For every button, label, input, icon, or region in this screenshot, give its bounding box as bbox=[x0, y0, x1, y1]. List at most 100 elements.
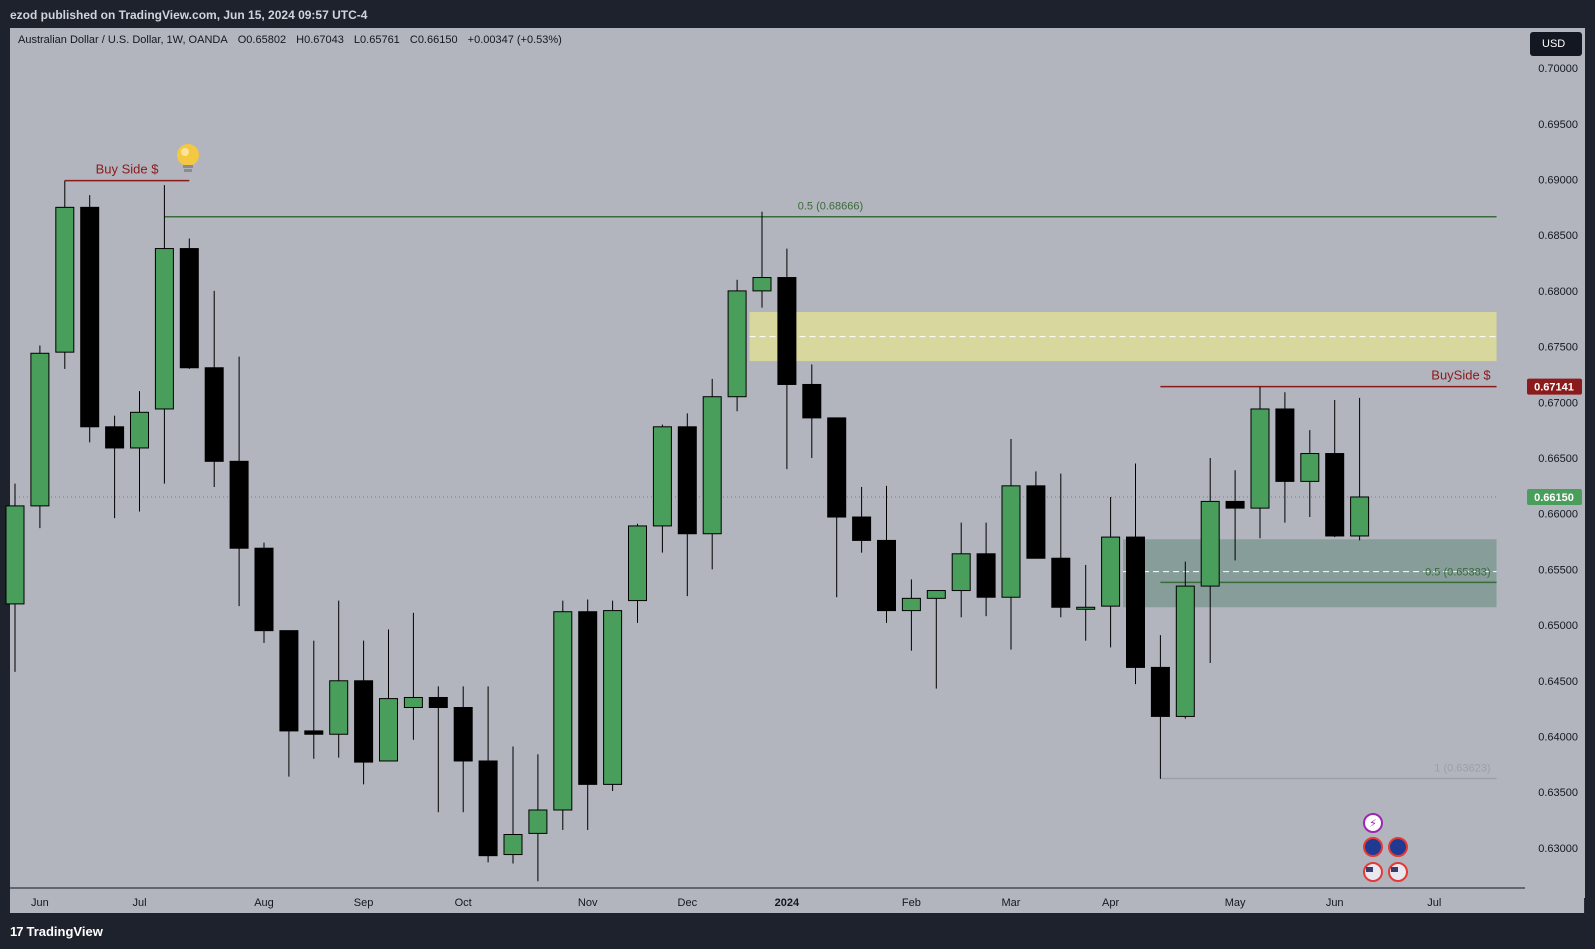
candle-body bbox=[179, 248, 199, 369]
candle-body bbox=[1150, 666, 1170, 717]
candle-body bbox=[877, 539, 896, 612]
symbol-name: Australian Dollar / U.S. Dollar, 1W, OAN… bbox=[18, 34, 228, 46]
time-tick-label: Jul bbox=[1427, 897, 1441, 909]
price-tick-label: 0.63500 bbox=[1538, 787, 1578, 799]
annotation-label: 0.5 (0.65383) bbox=[1425, 566, 1490, 578]
time-tick-label: Apr bbox=[1102, 897, 1119, 909]
annotation-label: 1 (0.63623) bbox=[1434, 762, 1490, 774]
candle-body bbox=[628, 525, 647, 602]
zones-layer bbox=[749, 312, 1497, 608]
us-flag-event-icon[interactable] bbox=[1388, 862, 1408, 882]
candle-body bbox=[329, 680, 349, 735]
ohlc-open: O0.65802 bbox=[237, 34, 287, 46]
candle-body bbox=[503, 834, 523, 856]
annotation-label: Buy Side $ bbox=[96, 162, 160, 177]
time-tick-label: Sep bbox=[354, 897, 374, 909]
time-tick-label: May bbox=[1225, 897, 1246, 909]
time-tick-label: Dec bbox=[678, 897, 698, 909]
price-tick-label: 0.66000 bbox=[1538, 509, 1578, 521]
candle-body bbox=[304, 730, 324, 735]
price-tick-label: 0.69500 bbox=[1538, 119, 1578, 131]
lightning-event-icon[interactable]: ⚡ bbox=[1363, 813, 1383, 833]
ohlc-low: L0.65761 bbox=[353, 34, 400, 46]
candle-body bbox=[1250, 408, 1270, 509]
publish-header: ezod published on TradingView.com, Jun 1… bbox=[0, 0, 1595, 28]
published-text: ezod published on TradingView.com, Jun 1… bbox=[10, 8, 368, 22]
au-flag-event-icon[interactable] bbox=[1363, 837, 1383, 857]
annotation-label: 0.5 (0.68666) bbox=[798, 201, 863, 213]
price-badge bbox=[1527, 488, 1582, 505]
candle-body bbox=[1225, 500, 1245, 509]
candle-body bbox=[1026, 485, 1046, 559]
tradingview-brand[interactable]: 17 TradingView bbox=[10, 924, 103, 939]
chart-pane[interactable] bbox=[10, 28, 1585, 913]
event-icons[interactable]: ⚡ bbox=[1363, 813, 1408, 882]
candle-body bbox=[802, 383, 822, 419]
annotation-lines-layer bbox=[15, 179, 1497, 780]
price-axis-bg bbox=[1525, 28, 1585, 898]
time-tick-label: Jun bbox=[31, 897, 49, 909]
symbol-legend: Australian Dollar / U.S. Dollar, 1W, OAN… bbox=[18, 34, 569, 46]
currency-button[interactable]: USD bbox=[1530, 32, 1582, 56]
candle-body bbox=[578, 611, 598, 785]
price-badge-label: 0.67141 bbox=[1534, 382, 1574, 394]
price-tick-label: 0.67500 bbox=[1538, 342, 1578, 354]
time-tick-label: Nov bbox=[578, 897, 598, 909]
annotation-labels-layer: Buy Side $ 0.5 (0.68666) BuySide $ 0.5 (0.6… bbox=[96, 162, 1492, 775]
candle-body bbox=[677, 426, 697, 535]
candle-body bbox=[901, 597, 921, 612]
candle-body bbox=[1051, 557, 1071, 608]
time-tick-label: Jun bbox=[1326, 897, 1344, 909]
candle-body bbox=[403, 696, 423, 709]
candle-body bbox=[951, 553, 971, 592]
price-tick-label: 0.67000 bbox=[1538, 397, 1578, 409]
candle-body bbox=[1126, 536, 1145, 668]
candle-body bbox=[130, 411, 149, 449]
candle-body bbox=[453, 707, 473, 762]
candle-body bbox=[5, 505, 25, 605]
price-tick-label: 0.64000 bbox=[1538, 731, 1578, 743]
candle-body bbox=[1350, 496, 1370, 537]
annotation-label: BuySide $ bbox=[1431, 368, 1491, 383]
candle-body bbox=[1175, 585, 1195, 717]
price-badge-label: 0.66150 bbox=[1534, 492, 1574, 504]
candle-body bbox=[976, 553, 996, 598]
candle-body bbox=[852, 516, 872, 541]
candle-body bbox=[379, 698, 398, 762]
candle-body bbox=[1101, 536, 1121, 607]
candle-body bbox=[229, 460, 249, 549]
price-tick-label: 0.64500 bbox=[1538, 676, 1578, 688]
svg-text:⚡: ⚡ bbox=[1369, 818, 1377, 830]
candle-body bbox=[80, 206, 100, 428]
price-badge bbox=[1527, 378, 1582, 395]
price-tick-label: 0.68500 bbox=[1538, 230, 1578, 242]
time-tick-label: Oct bbox=[455, 897, 472, 909]
time-tick-label: Jul bbox=[132, 897, 146, 909]
candle-body bbox=[279, 630, 299, 732]
candle-body bbox=[204, 367, 224, 462]
time-tick-label: Feb bbox=[902, 897, 921, 909]
footer-bar: 17 TradingView bbox=[0, 913, 1595, 949]
candle-body bbox=[1275, 408, 1295, 482]
candlestick-chart[interactable]: Buy Side $ 0.5 (0.68666) BuySide $ 0.5 (0.6… bbox=[0, 0, 1595, 913]
candle-body bbox=[702, 396, 722, 535]
time-tick-label: Mar bbox=[1002, 897, 1021, 909]
candle-body bbox=[752, 277, 772, 292]
candle-body bbox=[1300, 453, 1320, 482]
au-flag-event-icon[interactable] bbox=[1388, 837, 1408, 857]
price-tick-label: 0.68000 bbox=[1538, 286, 1578, 298]
brand-name: TradingView bbox=[26, 924, 103, 939]
candle-body bbox=[1076, 606, 1096, 610]
price-badges-layer: 0.67141 0.66150 bbox=[1527, 378, 1582, 505]
time-tick-label: 2024 bbox=[775, 897, 800, 909]
price-tick-label: 0.70000 bbox=[1538, 63, 1578, 75]
candle-body bbox=[727, 290, 747, 398]
candle-body bbox=[827, 417, 847, 518]
us-flag-event-icon[interactable] bbox=[1363, 862, 1383, 882]
candle-body bbox=[478, 760, 498, 857]
candle-body bbox=[603, 610, 623, 785]
candle-body bbox=[1001, 485, 1021, 598]
candle-body bbox=[1325, 453, 1345, 537]
price-tick-label: 0.66500 bbox=[1538, 453, 1578, 465]
tradingview-logo-icon: 17 bbox=[10, 924, 24, 939]
